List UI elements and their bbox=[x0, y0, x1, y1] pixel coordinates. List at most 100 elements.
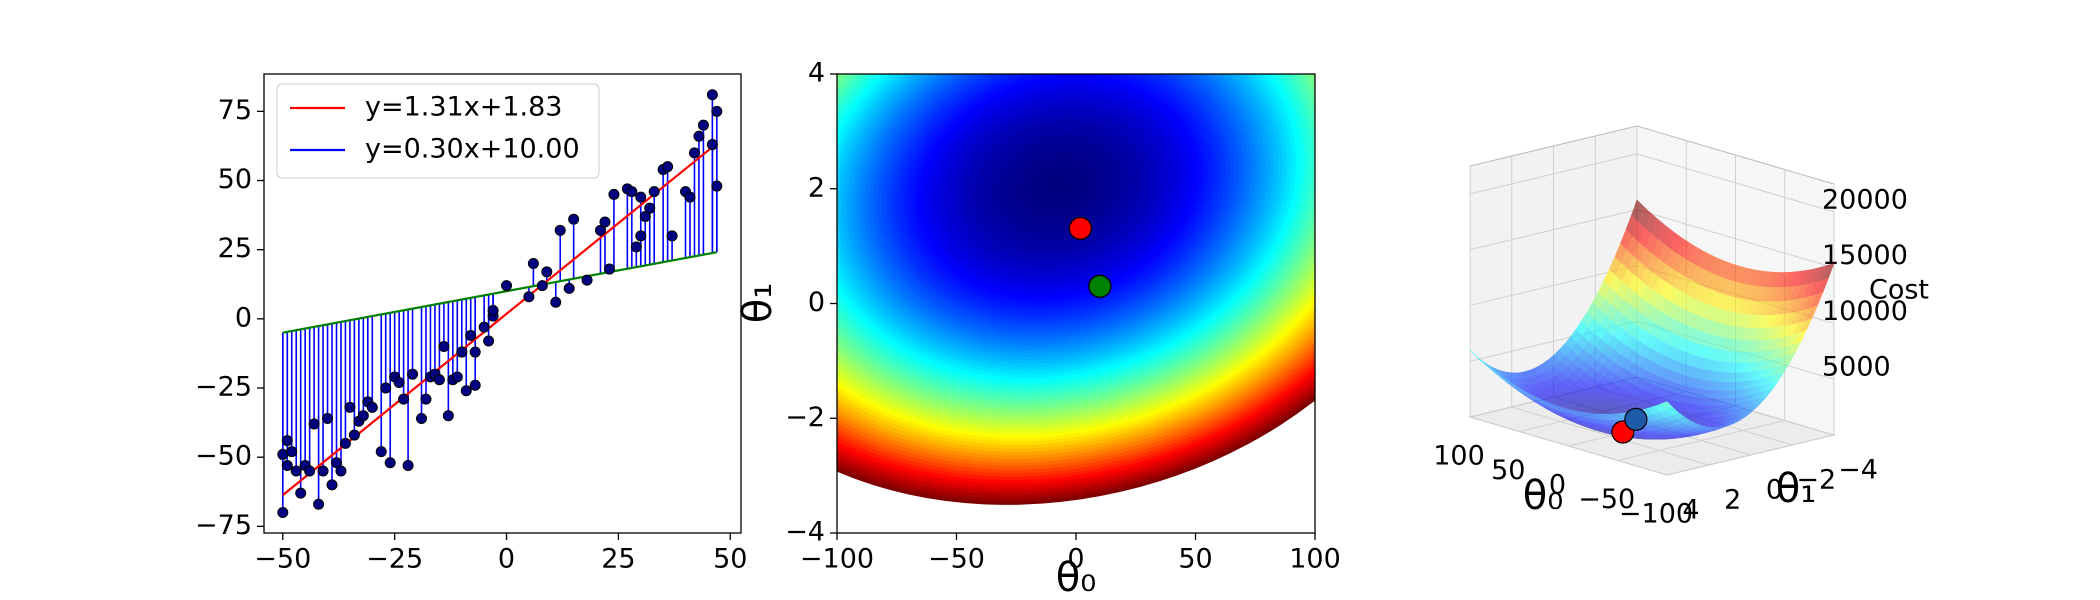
y-tick-label: 2 bbox=[1724, 485, 1741, 516]
data-point bbox=[322, 412, 334, 424]
data-point bbox=[357, 410, 369, 422]
data-point bbox=[281, 459, 293, 471]
data-point bbox=[626, 186, 638, 198]
data-point bbox=[416, 412, 428, 424]
z-tick-label: 5000 bbox=[1822, 352, 1891, 383]
z-axis-label: Cost bbox=[1869, 275, 1929, 306]
parameter-point bbox=[1624, 407, 1648, 431]
data-point bbox=[666, 230, 678, 242]
data-point bbox=[304, 465, 316, 477]
data-point bbox=[317, 465, 329, 477]
data-point bbox=[335, 465, 347, 477]
fit-line bbox=[282, 251, 718, 334]
y-tick-label: 0 bbox=[808, 287, 825, 318]
data-point bbox=[469, 379, 481, 391]
data-point bbox=[697, 119, 709, 131]
data-point bbox=[662, 161, 674, 173]
data-point bbox=[433, 374, 445, 386]
data-point bbox=[711, 105, 723, 117]
data-point bbox=[501, 280, 513, 292]
x-tick-label: 100 bbox=[1289, 544, 1341, 575]
y-tick-label: 50 bbox=[218, 164, 252, 195]
data-point bbox=[339, 437, 351, 449]
data-point bbox=[541, 266, 553, 278]
grid-line bbox=[1469, 209, 1638, 251]
data-point bbox=[402, 459, 414, 471]
y-axis-label: θ₁ bbox=[735, 283, 781, 324]
y-tick-label: −2 bbox=[1796, 465, 1836, 496]
grid-line bbox=[1636, 153, 1835, 213]
data-point bbox=[420, 393, 432, 405]
x-tick-label: −100 bbox=[1619, 499, 1693, 530]
data-point bbox=[393, 376, 405, 388]
y-tick-label: −2 bbox=[785, 402, 825, 433]
x-tick-label: −50 bbox=[928, 544, 985, 575]
data-point bbox=[599, 216, 611, 228]
x-axis-label: θ₀ bbox=[1056, 555, 1097, 600]
x-tick-label: −100 bbox=[800, 544, 874, 575]
legend-label: y=0.30x+10.00 bbox=[365, 134, 580, 165]
y-tick-label: −75 bbox=[195, 510, 252, 541]
data-point bbox=[706, 139, 718, 151]
z-tick-label: 20000 bbox=[1822, 184, 1908, 215]
data-point bbox=[442, 410, 454, 422]
y-tick-label: −25 bbox=[195, 372, 252, 403]
z-tick-label: 10000 bbox=[1822, 296, 1908, 327]
y-axis-label: θ₁ bbox=[1776, 466, 1817, 512]
plot-area bbox=[277, 89, 723, 519]
data-point bbox=[594, 224, 606, 236]
data-point bbox=[648, 186, 660, 198]
data-point bbox=[451, 371, 463, 383]
y-tick-label: 4 bbox=[1682, 495, 1699, 526]
data-point bbox=[639, 210, 651, 222]
x-tick-label: 50 bbox=[1491, 455, 1525, 486]
data-point bbox=[630, 241, 642, 253]
x-tick-label: 0 bbox=[1067, 544, 1084, 575]
grid-line bbox=[1511, 406, 1709, 466]
y-tick-label: 0 bbox=[1766, 475, 1783, 506]
data-point bbox=[460, 385, 472, 397]
y-tick-label: −4 bbox=[1838, 455, 1878, 486]
surface-patch bbox=[1659, 401, 1674, 411]
y-tick-label: 2 bbox=[808, 172, 825, 203]
data-point bbox=[523, 291, 535, 303]
legend-label: y=1.31x+1.83 bbox=[365, 92, 562, 123]
data-point bbox=[290, 465, 302, 477]
x-tick-label: −50 bbox=[254, 544, 311, 575]
data-point bbox=[326, 479, 338, 491]
x-tick-label: −25 bbox=[366, 544, 423, 575]
y-tick-label: 75 bbox=[218, 95, 252, 126]
data-point bbox=[554, 224, 566, 236]
data-point bbox=[527, 258, 539, 270]
y-tick-label: 4 bbox=[808, 58, 825, 89]
data-point bbox=[313, 498, 325, 510]
grid-line bbox=[1469, 416, 1668, 476]
axes-frame bbox=[263, 73, 742, 534]
data-point bbox=[478, 321, 490, 333]
data-point bbox=[581, 274, 593, 286]
data-point bbox=[465, 329, 477, 341]
data-point bbox=[568, 213, 580, 225]
data-point bbox=[644, 202, 656, 214]
data-point bbox=[706, 89, 718, 101]
data-point bbox=[469, 346, 481, 358]
data-point bbox=[348, 429, 360, 441]
y-tick-label: −50 bbox=[195, 441, 252, 472]
data-point bbox=[375, 446, 387, 458]
data-point bbox=[344, 401, 356, 413]
x-tick-label: 50 bbox=[713, 544, 747, 575]
data-point bbox=[281, 435, 293, 447]
contour-level bbox=[1053, 183, 1063, 191]
x-tick-label: 100 bbox=[1433, 441, 1485, 472]
data-point bbox=[286, 446, 298, 458]
data-point bbox=[308, 418, 320, 430]
data-point bbox=[688, 147, 700, 159]
data-point bbox=[563, 282, 575, 294]
data-point bbox=[711, 180, 723, 192]
data-point bbox=[603, 263, 615, 275]
x-tick-label: 0 bbox=[1549, 470, 1566, 501]
x-tick-label: 0 bbox=[498, 544, 515, 575]
x-tick-label: −50 bbox=[1578, 484, 1635, 515]
data-point bbox=[693, 130, 705, 142]
